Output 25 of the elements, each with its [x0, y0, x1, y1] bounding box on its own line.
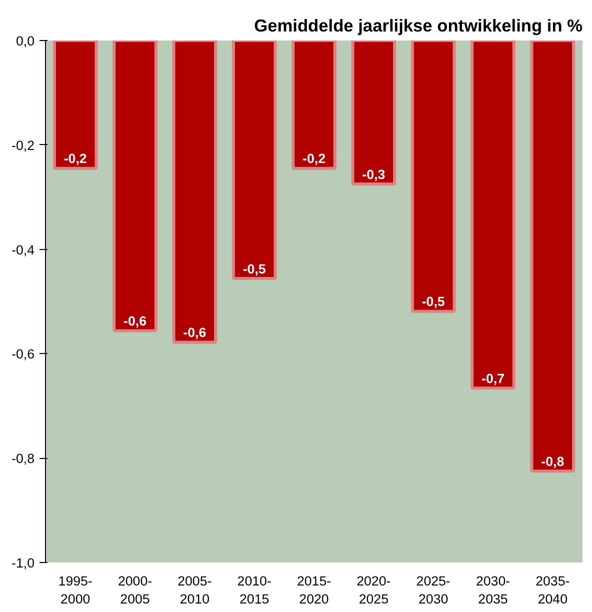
data-label: -0,7 [482, 370, 504, 386]
y-tick-label: -0,2 [12, 138, 34, 153]
x-tick-label: 2025- 2030 [416, 574, 450, 606]
data-label: -0,5 [242, 261, 266, 276]
data-label: -0,8 [541, 454, 564, 469]
data-label: -0,5 [422, 294, 446, 310]
data-label: -0,2 [64, 151, 87, 166]
x-tick-label: 2030- 2035 [476, 574, 510, 606]
x-tick-label: 2005- 2010 [178, 574, 212, 606]
x-tick-label: 1995- 2000 [58, 574, 92, 606]
data-label: -0,3 [362, 166, 386, 182]
data-label: -0,6 [124, 314, 146, 329]
y-tick-label: -0,6 [12, 346, 34, 362]
x-tick-label: 2010- 2015 [237, 574, 272, 606]
y-tick-label: -1,0 [12, 556, 34, 570]
x-tick-label: 2035- 2040 [536, 574, 570, 606]
y-tick-label: 0,0 [16, 34, 35, 48]
y-tick-label: -0,4 [12, 242, 36, 258]
chart-title: Gemiddelde jaarlijkse ontwikkeling in % [254, 16, 583, 36]
x-tick-label: 2020- 2025 [356, 574, 391, 606]
x-tick-label: 2015- 2020 [296, 574, 332, 606]
x-tick-label: 2000- 2005 [118, 574, 152, 606]
data-label: -0,2 [302, 151, 326, 166]
data-label: -0,6 [183, 324, 206, 340]
y-tick-label: -0,8 [12, 451, 34, 466]
